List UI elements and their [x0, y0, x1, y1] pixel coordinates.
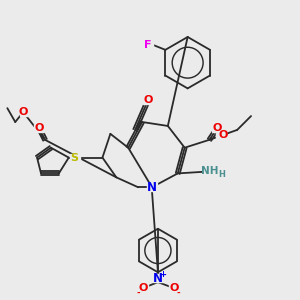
Text: O: O — [34, 123, 44, 133]
Bar — [216, 131, 226, 139]
Text: H: H — [218, 170, 225, 179]
Text: +: + — [159, 270, 167, 279]
Text: N: N — [147, 181, 157, 194]
Text: N: N — [153, 272, 163, 285]
Text: O: O — [169, 283, 178, 293]
Bar — [34, 124, 44, 132]
Bar — [143, 96, 153, 104]
Text: O: O — [219, 130, 228, 140]
Bar — [70, 154, 80, 161]
Text: O: O — [138, 283, 148, 293]
Text: O: O — [19, 107, 28, 117]
Text: NH: NH — [201, 167, 218, 176]
Text: S: S — [71, 153, 79, 163]
Text: F: F — [144, 40, 152, 50]
Bar — [153, 274, 163, 282]
Bar — [169, 284, 179, 292]
Text: O: O — [143, 95, 153, 105]
Bar — [143, 41, 153, 49]
Text: -: - — [136, 289, 140, 298]
Bar — [203, 167, 221, 176]
Bar — [20, 108, 30, 116]
Text: -: - — [177, 289, 181, 298]
Bar — [138, 284, 148, 292]
Bar — [212, 124, 222, 132]
Text: O: O — [213, 123, 222, 133]
Bar — [147, 183, 157, 191]
